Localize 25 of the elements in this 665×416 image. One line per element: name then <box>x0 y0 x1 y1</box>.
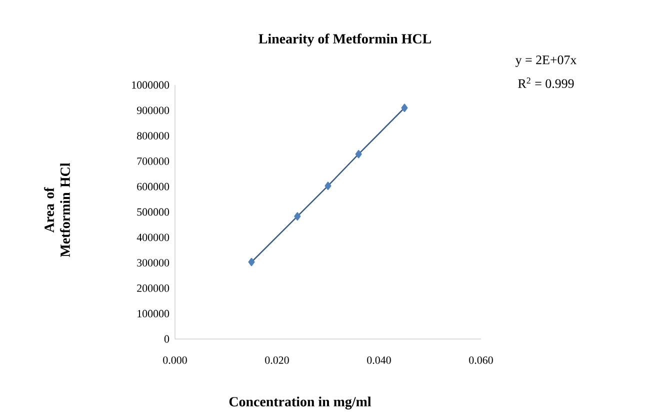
y-tick-label: 900000 <box>136 106 170 114</box>
x-tick-label: 0.040 <box>367 356 391 364</box>
x-tick-label: 0.020 <box>265 356 289 364</box>
point <box>248 258 255 266</box>
x-tick-label: 0.060 <box>469 356 493 364</box>
y-tick-label: 0 <box>164 335 170 343</box>
y-tick-label: 100000 <box>138 310 170 318</box>
y-tick-label: 500000 <box>137 208 170 216</box>
point <box>355 150 362 158</box>
point <box>324 182 332 190</box>
x-tick-label: 0.000 <box>163 356 187 364</box>
text: R$^{2}$ = 0.999 <box>518 78 574 88</box>
text: y = 2E+07x <box>515 56 577 67</box>
y-tick-label: 600000 <box>137 182 170 190</box>
y-tick-label: 200000 <box>137 284 170 292</box>
y-tick-label: 300000 <box>137 259 170 266</box>
y-tick-label: 800000 <box>137 132 170 140</box>
x-axis-title: Concentration in mg/ml <box>229 396 372 410</box>
point <box>401 104 408 112</box>
y-tick-label: 700000 <box>137 158 170 165</box>
y-tick-label: 400000 <box>136 234 170 242</box>
y-axis-title: Area of Metformin HCl <box>44 162 70 258</box>
point <box>294 212 301 220</box>
y-tick-label: 1000000 <box>132 81 170 89</box>
chart-title: Linearity of Metformin HCL <box>258 34 432 46</box>
